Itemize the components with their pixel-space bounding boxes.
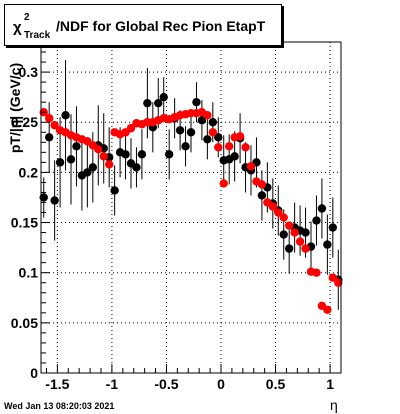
- data-point: [323, 240, 332, 249]
- data-point: [214, 133, 223, 142]
- title-text: /NDF for Global Rec Pion EtapT: [56, 18, 266, 34]
- data-point: [219, 179, 228, 188]
- data-point: [175, 126, 185, 135]
- data-point: [192, 97, 201, 107]
- y-axis-label: pT/|η| (GeV/c): [7, 62, 23, 154]
- data-point: [203, 111, 212, 120]
- y-tick-label: 0.15: [11, 215, 38, 231]
- data-point: [323, 305, 332, 315]
- x-tick-label: 0: [217, 376, 225, 392]
- data-point: [66, 155, 76, 164]
- data-point: [284, 221, 294, 230]
- data-point: [246, 162, 256, 171]
- title-symbol: χ: [13, 19, 22, 36]
- data-point: [72, 142, 81, 151]
- data-point: [126, 124, 136, 133]
- x-axis-label: η: [330, 397, 338, 413]
- data-point: [83, 168, 92, 177]
- x-tick-label: 1: [326, 376, 334, 392]
- data-point: [301, 244, 310, 253]
- data-point: [55, 158, 65, 167]
- data-point: [197, 116, 207, 125]
- data-point: [328, 273, 338, 282]
- data-point: [312, 268, 321, 277]
- data-point: [334, 278, 343, 287]
- data-point: [214, 143, 223, 152]
- data-point: [284, 244, 294, 253]
- y-tick-label: 0.2: [19, 164, 39, 180]
- data-point: [224, 142, 234, 151]
- title-subscript: Track: [24, 30, 51, 41]
- data-point: [312, 216, 321, 225]
- x-tick-label: -1: [106, 376, 119, 392]
- data-point: [268, 202, 278, 211]
- data-point: [137, 150, 147, 159]
- data-point: [44, 114, 54, 123]
- series-1: [39, 108, 343, 315]
- data-point: [181, 142, 190, 151]
- y-tick-label: 0.3: [19, 64, 39, 80]
- y-tick-label: 0: [30, 365, 38, 381]
- data-point: [154, 98, 163, 108]
- y-tick-label: 0.25: [11, 114, 38, 130]
- data-point: [88, 163, 98, 172]
- data-point: [257, 180, 267, 189]
- data-point: [208, 128, 218, 137]
- data-point: [257, 191, 267, 200]
- data-point: [99, 152, 108, 161]
- x-tick-label: 0.5: [266, 376, 286, 392]
- data-point: [61, 111, 70, 120]
- data-point: [94, 145, 103, 154]
- x-tick-label: -0.5: [154, 376, 178, 392]
- data-point: [230, 152, 239, 161]
- timestamp: Wed Jan 13 08:20:03 2021: [4, 401, 115, 411]
- data-point: [241, 143, 250, 152]
- data-point: [159, 92, 168, 102]
- data-point: [39, 193, 48, 202]
- data-point: [110, 186, 119, 195]
- data-point: [203, 135, 212, 144]
- x-tick-label: -1.5: [45, 376, 69, 392]
- data-point: [328, 223, 338, 232]
- data-point: [121, 150, 130, 159]
- data-point: [164, 150, 174, 159]
- data-point: [279, 230, 288, 239]
- data-point: [132, 163, 141, 172]
- data-point: [295, 237, 305, 246]
- grid-lines: [41, 42, 341, 374]
- data-point: [301, 228, 310, 237]
- data-point: [290, 228, 299, 237]
- data-point: [279, 213, 288, 222]
- data-point: [44, 133, 54, 142]
- plot-frame: [40, 41, 342, 374]
- data-point: [104, 160, 114, 169]
- data-series: [39, 60, 343, 315]
- y-tick-label: 0.05: [11, 315, 38, 331]
- axes: -1.5 -1 -0.5 0 0.5 1 0 0.05 0.1 0.15 0.2 0.25 0.3: [11, 51, 342, 392]
- y-tick-label: 0.1: [19, 265, 39, 281]
- data-point: [208, 118, 218, 127]
- data-point: [50, 196, 59, 205]
- chart-title: χ 2 Track /NDF for Global Rec Pion EtapT: [4, 4, 282, 46]
- data-point: [186, 128, 196, 137]
- data-point: [143, 98, 152, 108]
- data-point: [274, 208, 283, 217]
- series-0: [39, 60, 343, 310]
- data-point: [317, 204, 327, 213]
- title-superscript: 2: [24, 12, 30, 23]
- data-point: [235, 132, 245, 141]
- data-point: [50, 121, 59, 130]
